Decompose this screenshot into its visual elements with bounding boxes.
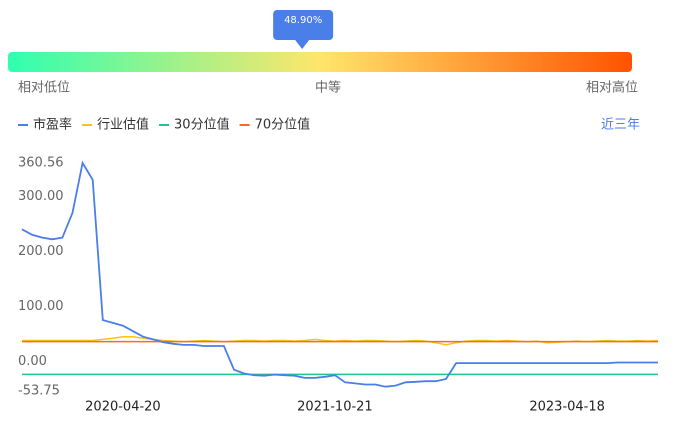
x-tick-label: 2021-10-21 xyxy=(297,400,373,415)
gauge-marker xyxy=(273,10,334,49)
y-tick-label: -53.75 xyxy=(18,384,60,399)
legend-label: 70分位值 xyxy=(255,117,311,133)
gauge-bar xyxy=(8,52,632,72)
legend-label: 30分位值 xyxy=(174,117,230,133)
x-tick-label: 2023-04-18 xyxy=(529,400,605,415)
range-button[interactable]: 近三年 xyxy=(601,118,640,133)
gauge-mid: 中等 xyxy=(315,80,341,96)
legend-label: 行业估值 xyxy=(97,117,149,133)
marker-label: 48.90% xyxy=(284,15,322,26)
y-tick-label: 0.00 xyxy=(18,354,47,369)
x-tick-label: 2020-04-20 xyxy=(85,400,161,415)
series-line xyxy=(21,160,658,388)
y-tick-label: 300.00 xyxy=(18,189,64,204)
y-tick-label: 100.00 xyxy=(18,299,64,314)
gauge-high: 相对高位 xyxy=(586,80,638,96)
legend-label: 市盈率 xyxy=(33,117,72,133)
marker-box xyxy=(273,10,334,40)
y-tick-label: 360.56 xyxy=(18,156,64,171)
y-tick-label: 200.00 xyxy=(18,244,64,259)
series-line xyxy=(22,335,659,346)
gauge-low: 相对低位 xyxy=(18,81,70,96)
marker-pointer xyxy=(295,40,310,49)
